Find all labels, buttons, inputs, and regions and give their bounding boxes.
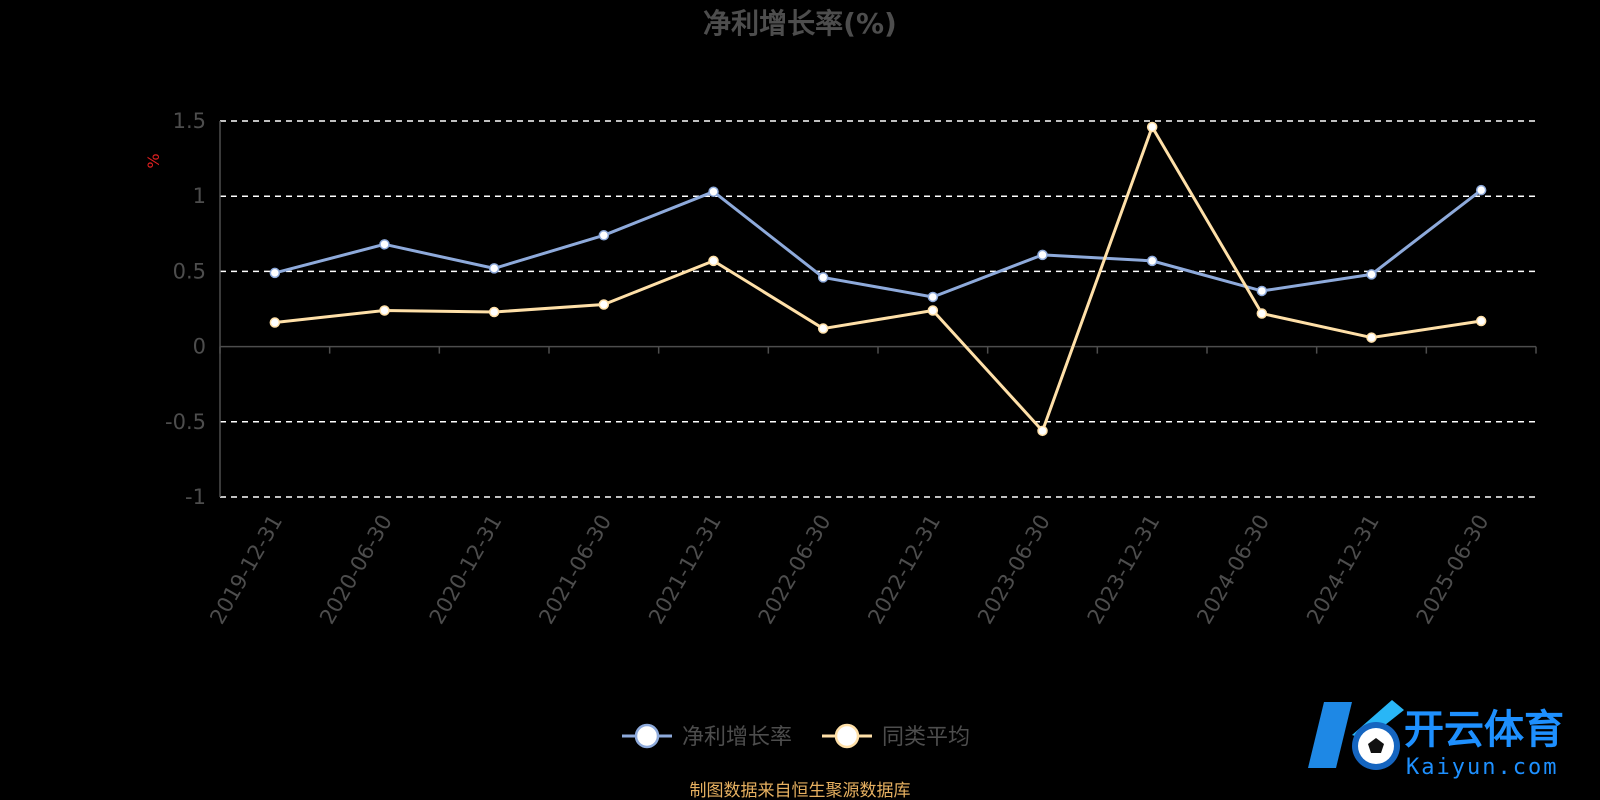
x-tick-label: 2020-06-30 xyxy=(315,511,397,629)
x-tick-label: 2022-12-31 xyxy=(863,510,945,628)
legend-label-1: 净利增长率 xyxy=(682,725,792,750)
watermark-subtext: Kaiyun.com xyxy=(1406,755,1558,780)
source-note: 制图数据来自恒生聚源数据库 xyxy=(690,781,911,800)
watermark-text: 开云体育 xyxy=(1404,707,1564,753)
x-tick-label: 2021-12-31 xyxy=(644,511,726,629)
watermark: 开云体育 Kaiyun.com xyxy=(1308,700,1564,780)
y-tick-label: 0 xyxy=(193,335,206,359)
data-point-1 xyxy=(488,263,500,274)
series-lines xyxy=(269,121,1487,437)
series-line-1 xyxy=(274,188,1483,299)
x-tick-label: 2020-12-31 xyxy=(425,510,507,628)
y-tick-label: 1.5 xyxy=(173,109,206,133)
chart-title: 净利增长率(%) xyxy=(703,7,897,40)
legend[interactable]: 净利增长率 同类平均 xyxy=(622,723,970,750)
data-point-1 xyxy=(1037,249,1048,261)
y-tick-label: 1 xyxy=(193,184,206,208)
y-tick-label: -0.5 xyxy=(165,410,206,434)
x-tick-label: 2019-12-31 xyxy=(205,511,287,629)
data-point-1 xyxy=(379,239,390,250)
data-point-2 xyxy=(379,305,390,316)
x-tick-label: 2023-06-30 xyxy=(973,511,1055,629)
gridlines xyxy=(220,120,1536,498)
x-tick-label: 2025-06-30 xyxy=(1412,511,1494,629)
x-tick-label: 2023-12-31 xyxy=(1083,511,1165,629)
data-point-2 xyxy=(817,323,829,334)
y-tick-label: 0.5 xyxy=(173,259,206,283)
data-point-2 xyxy=(927,305,939,316)
x-tick-label: 2021-06-30 xyxy=(534,511,616,629)
series-line-2 xyxy=(274,125,1482,433)
legend-marker-2 xyxy=(834,723,860,749)
data-point-2 xyxy=(1037,425,1048,437)
data-point-2 xyxy=(708,255,719,267)
legend-marker-1 xyxy=(634,723,660,749)
data-point-1 xyxy=(269,267,281,279)
x-tick-label: 2022-06-30 xyxy=(754,511,836,629)
legend-label-2: 同类平均 xyxy=(882,725,970,750)
data-point-2 xyxy=(269,317,281,328)
data-point-2 xyxy=(1146,121,1158,133)
data-point-1 xyxy=(708,186,719,197)
data-point-2 xyxy=(598,299,610,310)
data-point-1 xyxy=(1146,255,1158,267)
data-point-1 xyxy=(598,230,610,241)
data-point-2 xyxy=(488,306,500,318)
data-point-1 xyxy=(1366,269,1377,280)
data-point-2 xyxy=(1475,315,1487,327)
kaiyun-logo-icon xyxy=(1308,700,1404,770)
data-point-1 xyxy=(817,272,829,283)
x-tick-label: 2024-06-30 xyxy=(1192,511,1274,629)
data-point-1 xyxy=(1475,184,1487,196)
data-point-1 xyxy=(1256,285,1268,297)
x-tick-label: 2024-12-31 xyxy=(1302,511,1384,629)
data-point-2 xyxy=(1256,308,1268,319)
y-axis-label: % xyxy=(144,153,163,168)
data-point-1 xyxy=(927,291,939,303)
data-point-2 xyxy=(1366,332,1377,343)
y-tick-label: -1 xyxy=(185,485,206,509)
